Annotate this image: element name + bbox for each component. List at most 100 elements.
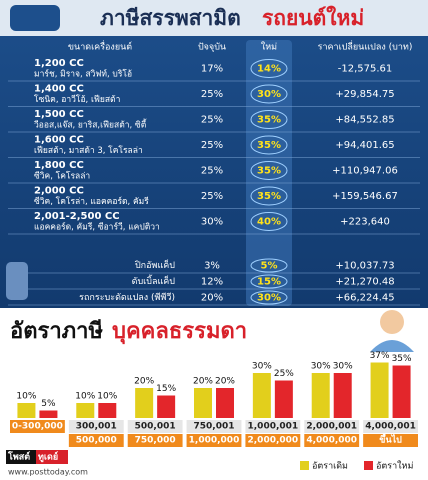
title-highlight: รถยนต์ใหม่ (262, 5, 364, 30)
price-change: +66,224.45 (335, 293, 394, 304)
value-label: 10% (97, 392, 117, 402)
value-label: 20% (193, 377, 213, 387)
legend-swatch (300, 461, 309, 470)
value-label: 10% (16, 392, 36, 402)
current-rate: 30% (201, 217, 223, 228)
category-box (68, 434, 124, 447)
price-change: +223,640 (340, 217, 390, 228)
column-header: ขนาดเครื่องยนต์ (68, 40, 132, 53)
current-rate: 25% (201, 140, 223, 151)
category-box (10, 420, 65, 433)
logo-box-red (36, 450, 68, 464)
price-change: +159,546.67 (332, 191, 398, 202)
column-header: ปัจจุบัน (198, 43, 226, 53)
price-change: +84,552.85 (335, 115, 394, 126)
car-badge (250, 290, 288, 305)
footer (0, 448, 428, 480)
engine-size: 2,000 CC (34, 186, 84, 197)
car-models: ซีวิค, โคโรลล่า (34, 171, 90, 182)
value-label: 20% (215, 377, 235, 387)
category-label: 500,001 (135, 422, 176, 432)
column-header: ราคาเปลี่ยนแปลง (บาท) (318, 40, 413, 53)
current-rate: 12% (201, 277, 223, 288)
category-label: 300,001 (76, 422, 117, 432)
category-box (363, 420, 418, 433)
category-label: 2,000,000 (248, 436, 299, 446)
person-body (370, 340, 414, 352)
price-change: -12,575.61 (338, 64, 393, 75)
new-rate: 35% (257, 191, 281, 202)
legend-label: อัตราใหม่ (376, 461, 413, 472)
bar (252, 373, 271, 418)
legend-label: อัตราเดิม (312, 461, 348, 472)
person-head (380, 310, 404, 334)
engine-size: 2,001-2,500 CC (34, 211, 120, 222)
category-label: 750,000 (135, 436, 176, 446)
engine-size: 1,500 CC (34, 109, 84, 120)
car-badge (250, 84, 288, 104)
category-box (68, 420, 124, 433)
category-label: ขึ้นไป (379, 433, 402, 446)
category-box (304, 434, 360, 447)
car-badge (250, 110, 288, 129)
bar (76, 403, 95, 418)
current-rate: 20% (201, 293, 223, 304)
car-models: แอคคอร์ด, คัมรี, ซีอาร์วี, แคปติวา (34, 222, 160, 233)
value-label: 35% (392, 354, 412, 364)
logo-box (6, 450, 36, 464)
title: ภาษีสรรพสามิต (100, 6, 241, 30)
car-models: วีออส,แจ๊ส, ยาริส,เฟียสต้า, ซิตี้ (34, 119, 148, 131)
column-header: ใหม่ (261, 42, 277, 53)
new-rate: 40% (257, 217, 281, 228)
bar (333, 373, 352, 418)
chart-title-highlight: บุคคลธรรมดา (112, 319, 247, 345)
category-box (127, 434, 183, 447)
price-change: +29,854.75 (335, 89, 394, 100)
table-background (0, 0, 428, 308)
new-rate: 30% (257, 293, 281, 304)
current-rate: 17% (201, 64, 223, 75)
price-change: +110,947.06 (332, 166, 398, 177)
bar (311, 373, 330, 418)
bar (216, 388, 234, 418)
car-models: มาร์ช, มิราจ, สวิฟท์, บริโอ้ (34, 69, 132, 80)
bar (157, 395, 176, 418)
car-models: โซนิค, อาวีโอ้, เฟียสต้า (34, 94, 120, 105)
new-rate: 14% (257, 64, 281, 75)
value-label: 10% (75, 392, 95, 402)
current-rate: 25% (201, 166, 223, 177)
value-label: 30% (333, 362, 353, 372)
category-label: 1,000,001 (248, 422, 299, 432)
new-rate: 30% (257, 89, 281, 100)
chart-title: อัตราภาษี (10, 319, 104, 344)
category-label: 2,000,001 (306, 422, 357, 432)
new-rate: 35% (257, 115, 281, 126)
new-rate: 5% (261, 261, 278, 272)
legend-swatch (364, 461, 373, 470)
bar (392, 365, 411, 418)
bar (17, 403, 36, 418)
car-badge (250, 186, 288, 206)
value-label: 5% (41, 399, 56, 409)
value-label: 30% (252, 362, 272, 372)
new-rate: 35% (257, 140, 281, 151)
category-box (245, 434, 301, 447)
value-label: 37% (370, 351, 390, 361)
category-box (363, 434, 418, 447)
car-badge (250, 274, 288, 289)
price-change: +94,401.65 (335, 140, 394, 151)
vehicle-type: ปิกอัพแค็ป (135, 258, 175, 271)
current-rate: 25% (201, 89, 223, 100)
category-label: 0-300,000 (12, 422, 63, 432)
vehicle-type: รถกระบะดัดแปลง (พีพีวี) (79, 292, 175, 303)
bar (370, 362, 389, 418)
value-label: 25% (274, 369, 294, 379)
vehicle-type: ดับเบิ้ลแค็ป (132, 274, 176, 287)
engine-size: 1,800 CC (34, 160, 84, 171)
bar (194, 388, 212, 418)
new-rate: 15% (257, 277, 281, 288)
bar (135, 388, 154, 418)
car-icon (10, 5, 60, 31)
bar (274, 380, 293, 418)
